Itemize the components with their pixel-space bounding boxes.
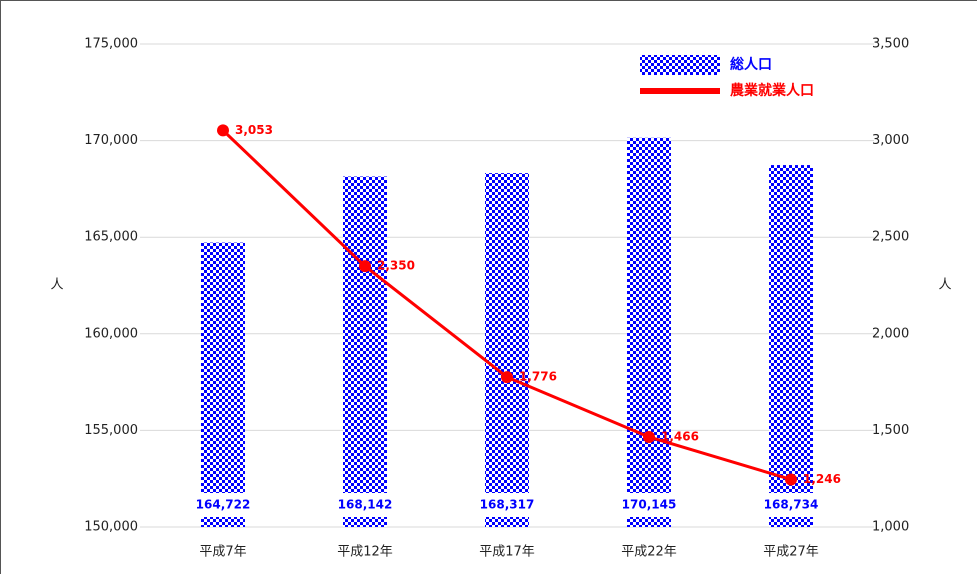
line-label: 3,053	[235, 123, 273, 137]
line-point	[785, 473, 797, 486]
y-tick-label: 165,000	[84, 230, 138, 245]
y-tick-label: 155,000	[84, 423, 138, 438]
line-point	[501, 371, 513, 384]
bar-label-bg	[479, 493, 535, 517]
x-tick-label: 平成22年	[621, 545, 677, 560]
bar	[769, 165, 813, 527]
y2-tick-label: 2,000	[872, 326, 909, 341]
line-label: 1,246	[803, 472, 841, 486]
bar-label: 164,722	[196, 498, 251, 512]
x-tick-label: 平成12年	[337, 545, 393, 560]
bar	[343, 176, 387, 527]
line-point	[643, 430, 655, 443]
line-label: 1,466	[661, 429, 699, 443]
line-label: 1,776	[519, 370, 557, 384]
bar-label-bg	[337, 493, 393, 517]
bar	[485, 173, 529, 528]
bar-label-bg	[621, 493, 677, 517]
line-point	[359, 260, 371, 273]
x-tick-label: 平成17年	[479, 545, 535, 560]
y2-tick-label: 3,000	[872, 133, 909, 148]
y2-axis-label: 人	[938, 278, 951, 293]
bar-label: 170,145	[622, 498, 677, 512]
bar-label: 168,734	[764, 498, 819, 512]
y-tick-label: 170,000	[84, 133, 138, 148]
bar-label-bg	[763, 493, 819, 517]
bar-label: 168,142	[338, 498, 393, 512]
legend-label: 総人口	[730, 56, 772, 73]
y2-tick-label: 1,000	[872, 520, 909, 535]
line-label: 2,350	[377, 259, 415, 273]
legend-swatch	[640, 55, 720, 75]
bar-label: 168,317	[480, 498, 535, 512]
y2-tick-label: 1,500	[872, 423, 909, 438]
y2-tick-label: 3,500	[872, 37, 909, 52]
legend-swatch	[640, 88, 720, 94]
y-axis-label: 人	[50, 278, 63, 293]
x-tick-label: 平成7年	[199, 545, 246, 560]
line-point	[217, 124, 229, 137]
bar	[201, 242, 245, 527]
bar	[627, 137, 671, 528]
y-tick-label: 175,000	[84, 37, 138, 52]
y2-tick-label: 2,500	[872, 230, 909, 245]
legend-label: 農業就業人口	[730, 82, 814, 99]
bar-label-bg	[195, 493, 251, 517]
x-tick-label: 平成27年	[763, 545, 819, 560]
y-tick-label: 150,000	[84, 520, 138, 535]
y-tick-label: 160,000	[84, 326, 138, 341]
